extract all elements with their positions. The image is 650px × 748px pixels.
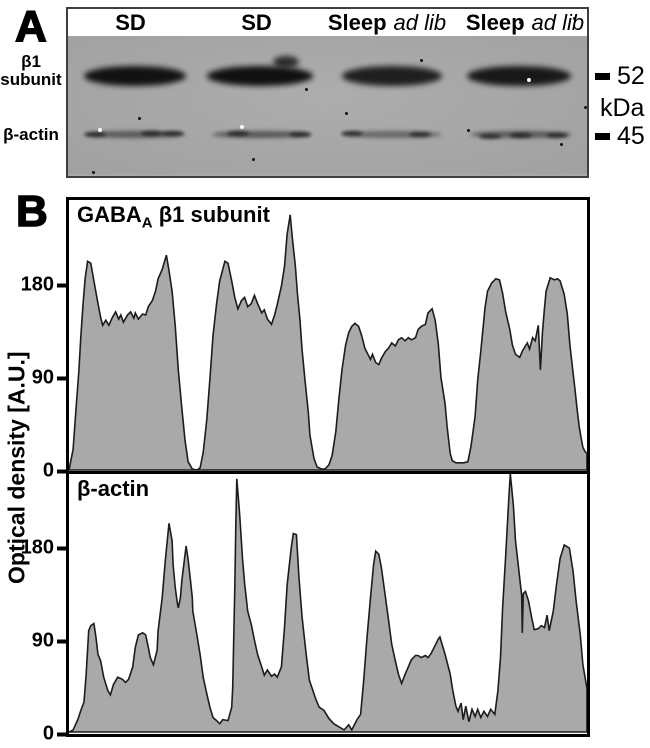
ytick-label: 180	[20, 536, 54, 559]
blot-row-label-beta1-subunit: β1 subunit	[0, 53, 62, 89]
blot-band-spot	[479, 133, 501, 139]
tick-dash-icon	[57, 732, 66, 736]
tick-dash-icon	[57, 639, 66, 643]
blot-band-spot	[546, 132, 568, 138]
molecular-weight-marker-45: 45	[595, 123, 645, 149]
blot-band	[207, 66, 313, 86]
blot-speck	[305, 88, 308, 91]
blot-band-spot	[84, 131, 106, 137]
panel-b-label: B	[15, 187, 48, 236]
western-blot-box: SD SD Sleep ad lib Sleep ad lib	[66, 7, 589, 178]
lane-label-italic: ad lib	[393, 10, 447, 35]
ytick-label: 90	[31, 629, 54, 652]
blot-speck	[467, 129, 470, 132]
ytick-top-180: 180	[0, 274, 66, 297]
blot-band	[85, 130, 185, 138]
lane-label-italic: ad lib	[531, 10, 585, 35]
ytick-label: 0	[42, 722, 54, 745]
chart-title-beta-actin: β-actin	[77, 476, 149, 505]
panel-a-label: A	[14, 2, 47, 51]
blot-band-spot	[341, 130, 363, 136]
blot-band	[212, 130, 312, 138]
blot-band	[342, 130, 442, 138]
marker-dash-icon	[595, 132, 610, 140]
blot-band-spot	[227, 130, 249, 136]
blot-band-spot	[162, 130, 184, 136]
blot-speck	[345, 112, 348, 115]
density-plot-beta-actin	[69, 474, 587, 733]
blot-speck-light	[240, 125, 244, 129]
blot-speck	[573, 17, 576, 20]
molecular-weight-marker-52: 52	[595, 63, 645, 89]
density-trace-gaba-b1	[69, 214, 587, 471]
title-main: β-actin	[77, 476, 150, 501]
blot-membrane	[68, 36, 587, 174]
ytick-label: 180	[20, 273, 54, 296]
blot-band	[84, 66, 186, 86]
ytick-top-90: 90	[0, 367, 66, 390]
marker-52-value: 52	[617, 62, 645, 90]
ytick-bottom-180: 180	[0, 537, 66, 560]
lane-label-sd-1: SD	[115, 10, 153, 36]
density-trace-beta-actin	[69, 474, 587, 733]
ytick-label: 90	[31, 366, 54, 389]
lane-label-sleep-adlib-1: Sleep ad lib	[328, 10, 446, 36]
title-main: GABA	[77, 202, 142, 227]
chart-beta-actin: β-actin	[69, 474, 587, 734]
tick-dash-icon	[57, 376, 66, 380]
tick-dash-icon	[57, 546, 66, 550]
chart-title-gaba-b1: GABAA β1 subunit	[77, 202, 270, 231]
blot-speck	[138, 117, 141, 120]
blot-speck	[584, 106, 587, 109]
ytick-bottom-90: 90	[0, 630, 66, 653]
blot-speck	[519, 21, 522, 24]
ytick-label: 0	[42, 459, 54, 482]
blot-row-label-line2: subunit	[0, 70, 62, 89]
marker-45-value: 45	[617, 122, 645, 150]
blot-band-blob	[273, 56, 299, 68]
blot-row-label-beta-actin: β-actin	[3, 125, 59, 144]
lane-label-sleep-adlib-2: Sleep ad lib	[466, 10, 584, 36]
blot-band-spot	[409, 131, 431, 137]
title-rest: β1 subunit	[152, 202, 270, 227]
blot-speck-light	[527, 78, 531, 82]
blot-speck	[420, 59, 423, 62]
blot-speck-light	[98, 128, 102, 132]
marker-dash-icon	[595, 72, 610, 80]
blot-band	[342, 66, 442, 86]
blot-row-label-line1: β1	[21, 52, 41, 71]
lane-label-bold: Sleep	[327, 10, 387, 35]
tick-dash-icon	[57, 283, 66, 287]
ytick-bottom-0: 0	[0, 723, 66, 746]
chart-gaba-b1-subunit: GABAA β1 subunit	[69, 200, 587, 474]
lane-label-sd-2: SD	[241, 10, 279, 36]
molecular-weight-unit: kDa	[600, 94, 645, 122]
blot-speck	[252, 158, 255, 161]
blot-speck	[92, 171, 95, 174]
title-subscript: A	[141, 214, 153, 232]
blot-band-spot	[289, 131, 311, 137]
blot-band-spot	[141, 130, 163, 136]
density-plot-gaba-b1	[69, 214, 587, 471]
blot-band	[467, 66, 571, 86]
tick-dash-icon	[57, 469, 66, 473]
lane-label-bold: Sleep	[465, 10, 525, 35]
blot-speck	[560, 143, 563, 146]
lane-header: SD SD Sleep ad lib Sleep ad lib	[68, 9, 587, 36]
ytick-top-0: 0	[0, 460, 66, 483]
lane-label-bold: SD	[241, 10, 272, 35]
lane-label-bold: SD	[115, 10, 146, 35]
blot-band-spot	[510, 132, 532, 138]
density-charts-box: GABAA β1 subunit β-actin	[66, 197, 590, 737]
